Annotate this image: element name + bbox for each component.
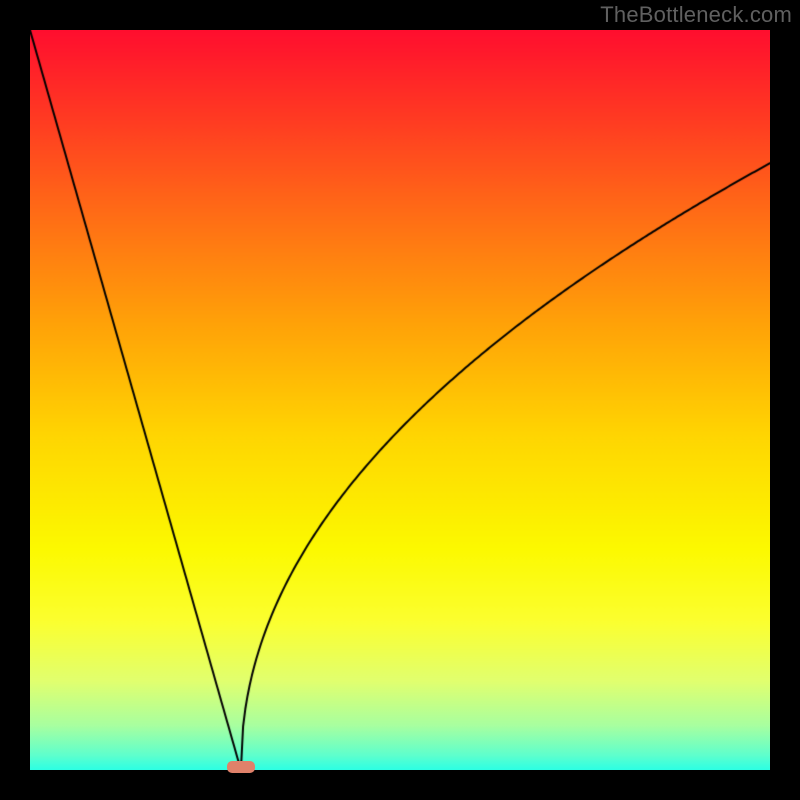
plot-area [30,30,770,770]
chart-stage: TheBottleneck.com [0,0,800,800]
watermark-text: TheBottleneck.com [600,2,792,28]
optimum-marker [227,761,255,773]
bottleneck-curve [30,30,770,770]
